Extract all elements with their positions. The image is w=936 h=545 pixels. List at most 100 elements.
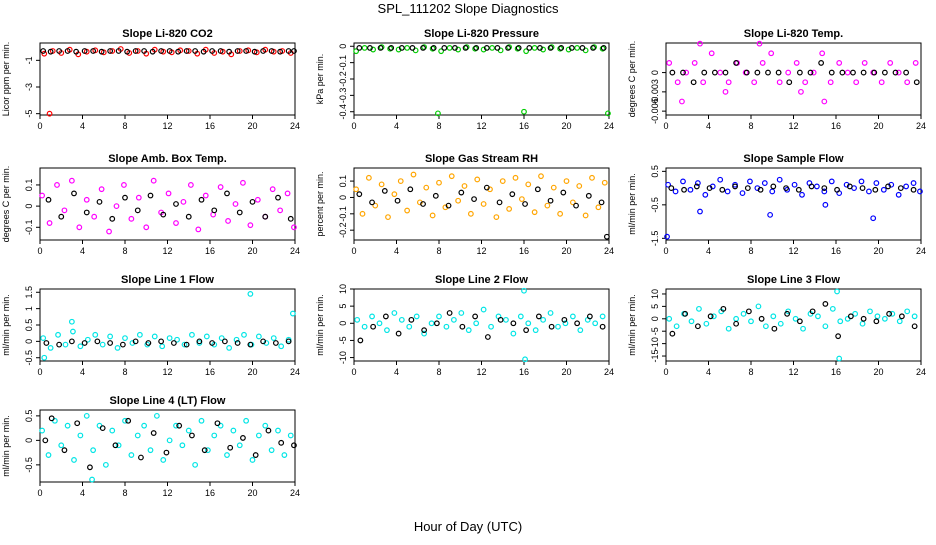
data-point: [771, 325, 778, 332]
data-point: [866, 188, 872, 195]
data-point: [195, 226, 202, 233]
data-point: [599, 323, 606, 330]
data-point: [196, 338, 203, 345]
data-point: [687, 186, 694, 193]
data-point: [724, 188, 731, 195]
data-point: [99, 425, 106, 432]
x-tick-label: 0: [351, 246, 356, 256]
data-point: [526, 45, 533, 51]
x-tick-label: 24: [916, 246, 926, 256]
data-point: [135, 194, 142, 201]
y-tick-label: 1.5: [24, 286, 34, 299]
data-point: [407, 186, 414, 193]
data-point: [81, 340, 88, 346]
data-point: [680, 69, 686, 76]
data-point: [886, 310, 893, 317]
data-point: [850, 69, 856, 76]
data-point: [56, 48, 63, 54]
data-point: [165, 190, 172, 197]
data-point: [183, 341, 190, 348]
data-point: [287, 432, 294, 439]
data-point: [837, 318, 844, 325]
data-point: [217, 184, 224, 190]
data-point: [68, 318, 75, 325]
data-point: [558, 45, 565, 51]
data-point: [409, 45, 416, 51]
x-tick-label: 20: [873, 121, 883, 131]
data-point: [885, 183, 891, 190]
data-point: [132, 338, 139, 345]
data-point: [56, 341, 63, 348]
data-point: [523, 327, 530, 334]
panel-title: Slope Gas Stream RH: [425, 153, 538, 165]
data-point: [522, 356, 528, 363]
y-tick-label: 10: [650, 289, 660, 299]
y-axis-label: ml/min per min.: [315, 294, 325, 356]
data-point: [547, 45, 554, 51]
data-point: [122, 335, 128, 341]
data-point: [473, 45, 480, 51]
x-tick-label: 0: [351, 367, 356, 377]
data-point: [756, 40, 763, 47]
data-point: [666, 60, 673, 66]
plot-frame: [39, 42, 296, 116]
x-tick-label: 20: [247, 488, 257, 498]
data-point: [367, 45, 373, 51]
data-point: [815, 313, 821, 320]
y-tick-label: -3: [24, 83, 34, 91]
data-point: [42, 437, 49, 444]
data-point: [458, 310, 465, 316]
data-point: [589, 174, 595, 181]
figure-xlabel: Hour of Day (UTC): [414, 519, 522, 534]
data-point: [372, 202, 379, 209]
y-tick-label: 0: [24, 438, 34, 443]
x-tick-label: 24: [604, 246, 614, 256]
data-point: [83, 412, 90, 419]
data-point: [377, 45, 384, 51]
data-point: [58, 213, 65, 220]
data-point: [693, 183, 700, 190]
data-point: [224, 452, 230, 458]
y-tick-label: -0.1: [338, 55, 348, 71]
data-point: [89, 476, 95, 483]
data-point: [666, 315, 673, 322]
x-tick-label: 24: [604, 367, 614, 377]
data-point: [175, 48, 182, 55]
panel-8: Slope Line 2 Flow ml/min per min. 0 4 8 12 16 2…: [315, 274, 614, 377]
data-point: [892, 69, 899, 76]
x-tick-label: 8: [122, 121, 127, 131]
data-point: [122, 417, 128, 424]
data-point: [203, 333, 210, 340]
data-point: [398, 45, 405, 51]
data-point: [601, 179, 608, 186]
data-point: [828, 69, 835, 76]
data-point: [275, 427, 281, 434]
x-tick-label: 20: [873, 367, 883, 377]
data-point: [158, 338, 165, 345]
y-tick-label: -0.5: [24, 350, 34, 366]
data-point: [858, 178, 865, 185]
data-point: [45, 452, 52, 458]
data-point: [873, 318, 880, 325]
y-tick-label: -1: [24, 56, 34, 64]
data-point: [834, 288, 840, 295]
data-point: [107, 340, 114, 346]
data-point: [94, 338, 101, 345]
data-point: [525, 320, 532, 327]
data-point: [467, 210, 474, 217]
data-point: [192, 48, 199, 54]
data-point: [743, 69, 750, 76]
panel-4: Slope Amb. Box Temp. degrees C per min. 0 4…: [1, 153, 300, 256]
y-tick-label: -0.5: [650, 197, 660, 213]
data-point: [234, 48, 241, 54]
data-point: [289, 310, 296, 317]
data-point: [376, 320, 383, 327]
y-tick-label: 0.1: [24, 179, 34, 192]
data-point: [473, 320, 480, 327]
y-tick-label: -15: [650, 350, 660, 363]
data-point: [435, 110, 441, 117]
y-tick-label: -10: [338, 351, 348, 364]
data-point: [725, 325, 732, 332]
data-point: [160, 457, 167, 463]
data-point: [793, 60, 800, 66]
